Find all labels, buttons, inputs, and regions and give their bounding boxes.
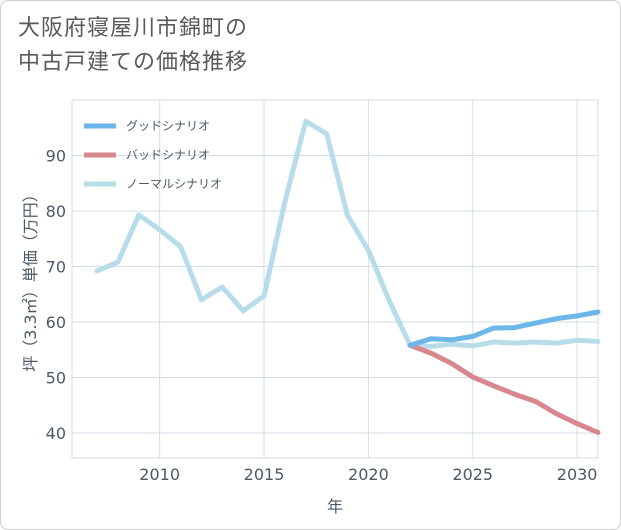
- legend-item-0[interactable]: グッドシナリオ: [84, 119, 210, 133]
- x-tick-label: 2025: [452, 465, 493, 484]
- y-axis-title: 坪（3.3㎡）単価（万円）: [21, 186, 40, 371]
- legend-label: ノーマルシナリオ: [126, 177, 222, 191]
- chart-title: 大阪府寝屋川市錦町の 中古戸建ての価格推移: [18, 12, 248, 80]
- x-axis-ticks: 2010 2015 2020 2025 2030: [139, 465, 597, 484]
- y-tick-label: 50: [46, 369, 66, 388]
- x-tick-label: 2020: [348, 465, 389, 484]
- chart-title-line-2: 中古戸建ての価格推移: [18, 50, 249, 75]
- series-lines: [94, 118, 601, 435]
- legend-item-1[interactable]: バッドシナリオ: [84, 148, 210, 162]
- legend-item-2[interactable]: ノーマルシナリオ: [84, 177, 222, 191]
- y-tick-label: 70: [46, 258, 66, 277]
- series-line-1: [407, 342, 601, 435]
- y-axis-ticks: 40 50 60 70 80 90: [46, 147, 66, 444]
- x-axis-title: 年: [327, 497, 343, 516]
- chart-title-line-1: 大阪府寝屋川市錦町の: [18, 16, 249, 41]
- x-tick-label: 2010: [139, 465, 180, 484]
- series-line-2: [94, 118, 601, 349]
- plot-area: [71, 99, 599, 459]
- legend-label: グッドシナリオ: [126, 119, 210, 133]
- grid: [71, 99, 599, 459]
- x-tick-label: 2030: [557, 465, 598, 484]
- series-line-0: [407, 309, 601, 348]
- y-tick-label: 80: [46, 202, 66, 221]
- y-tick-label: 90: [46, 147, 66, 166]
- x-tick-label: 2015: [244, 465, 285, 484]
- legend-label: バッドシナリオ: [126, 148, 210, 162]
- y-tick-label: 40: [46, 424, 66, 443]
- y-tick-label: 60: [46, 313, 66, 332]
